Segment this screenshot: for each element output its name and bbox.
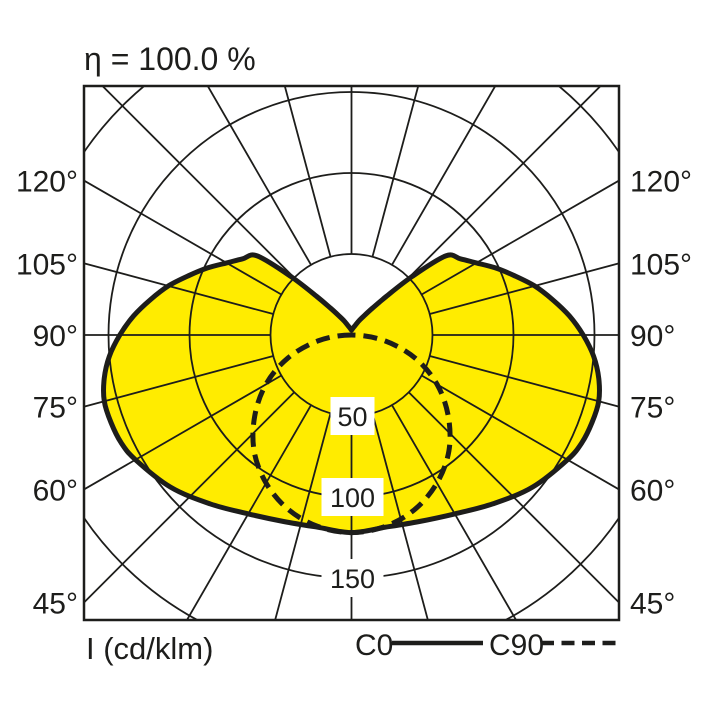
ray-60	[421, 374, 619, 491]
c0-filled-region	[103, 254, 600, 533]
ray-345	[274, 413, 332, 620]
angle-label-left-45: 45°	[33, 588, 78, 621]
ray-120	[421, 179, 619, 296]
angle-label-left-120: 120°	[16, 166, 78, 199]
legend: C0 C90	[355, 629, 617, 662]
efficiency-label: η = 100.0 %	[84, 41, 256, 77]
angle-label-left-105: 105°	[16, 248, 78, 281]
ray-15	[371, 413, 429, 620]
angle-label-right-45: 45°	[630, 588, 675, 621]
angle-label-right-120: 120°	[630, 166, 692, 199]
ray-330	[185, 404, 312, 620]
angle-tick-labels: 45° 45° 60° 60° 75° 75° 90° 90° 105° 105° 120° 120°	[16, 166, 692, 621]
ring-label-box-100	[321, 478, 384, 516]
ray-240	[84, 179, 282, 296]
ray-165	[371, 86, 420, 257]
legend-c90-label: C90	[489, 629, 544, 662]
ray-300	[84, 374, 282, 491]
ray-255	[84, 262, 274, 315]
ray-210	[206, 86, 312, 266]
ring-value-labels: 50 100 150	[321, 397, 384, 597]
ring-label-100: 100	[330, 483, 375, 513]
ray-30	[391, 404, 518, 620]
ray-150	[391, 86, 497, 266]
c90-curve	[250, 332, 453, 536]
ray-225	[101, 86, 295, 279]
ray-105	[429, 262, 619, 315]
ring-label-box-150	[321, 559, 384, 597]
angle-label-right-60: 60°	[630, 474, 675, 507]
chart-frame	[82, 84, 621, 622]
angle-label-right-75: 75°	[630, 392, 675, 425]
angle-label-right-90: 90°	[630, 320, 675, 353]
ring-label-150: 150	[330, 564, 375, 594]
distribution-curves	[101, 252, 602, 536]
ring-label-50: 50	[337, 402, 367, 432]
legend-c0-label: C0	[355, 629, 393, 662]
intensity-unit-label: I (cd/klm)	[86, 631, 213, 666]
angle-label-left-90: 90°	[33, 320, 78, 353]
ray-135	[408, 86, 602, 279]
ring-label-box-50	[330, 397, 375, 435]
c0-fill	[103, 254, 600, 533]
angle-label-left-75: 75°	[33, 392, 78, 425]
angle-label-left-60: 60°	[33, 474, 78, 507]
ray-195	[283, 86, 332, 257]
angle-label-right-105: 105°	[630, 248, 692, 281]
